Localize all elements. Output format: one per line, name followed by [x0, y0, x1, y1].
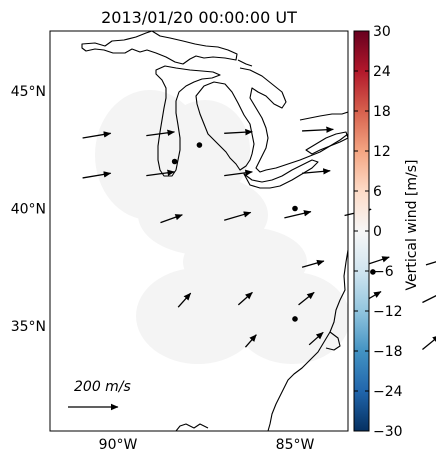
wind-vector: [308, 331, 324, 346]
colorbar-tick-label: 24: [373, 64, 391, 80]
colorbar-tick-label: 12: [373, 144, 391, 160]
wind-vector: [298, 291, 315, 306]
colorbar-tick-label: 0: [373, 224, 382, 240]
colorbar-tick-label: 18: [373, 104, 391, 120]
longitude-label: 85°W: [276, 437, 315, 453]
map-frame: [49, 30, 349, 432]
wind-vector: [365, 256, 390, 266]
colorbar: 30 24 18 12 6 0 −6 −12 −18 −24 −30: [353, 24, 403, 440]
wind-vector: [425, 261, 436, 266]
latitude-label: 35°N: [11, 319, 46, 335]
colorbar-tick-label: −18: [373, 344, 403, 360]
station-markers: [171, 142, 376, 322]
wind-vector: [422, 335, 436, 351]
wind-vector: [224, 128, 253, 136]
latitude-label: 40°N: [11, 202, 46, 218]
wind-vector: [146, 169, 175, 177]
wind-vector: [82, 171, 112, 179]
scale-label: 200 m/s: [74, 379, 131, 395]
station-marker: [292, 205, 298, 212]
wind-vector: [177, 292, 192, 308]
longitude-labels: 90°W85°W80°W: [99, 437, 315, 453]
wind-vector: [82, 131, 112, 139]
latitude-label: 45°N: [11, 84, 46, 100]
wind-vector: [422, 294, 436, 304]
wind-vector: [224, 211, 252, 221]
colorbar-tick-label: −6: [373, 264, 394, 280]
coverage-region: [95, 90, 348, 364]
station-marker: [171, 158, 178, 165]
station-marker: [370, 269, 376, 275]
wind-vector: [302, 126, 334, 133]
latitude-labels: 45°N 40°N 35°N: [11, 84, 46, 335]
wind-vector: [146, 129, 175, 137]
station-marker: [196, 142, 203, 148]
colorbar-tick-label: 6: [373, 184, 382, 200]
colorbar-tick-label: −30: [373, 424, 403, 440]
colorbar-tick-label: −24: [373, 384, 403, 400]
wind-vector: [160, 214, 183, 224]
colorbar-ticks: 30 24 18 12 6 0 −6 −12 −18 −24 −30: [354, 24, 403, 440]
wind-vector: [301, 259, 325, 268]
scale-legend: 200 m/s: [68, 379, 131, 411]
coastlines: [81, 31, 348, 431]
wind-vector: [244, 334, 257, 348]
colorbar-tick-label: −12: [373, 304, 403, 320]
colorbar-tick-label: 30: [373, 24, 391, 40]
wind-vector: [224, 169, 253, 177]
colorbar-label: Vertical wind [m/s]: [404, 159, 420, 291]
wind-vector: [237, 291, 253, 306]
wind-vector: [284, 210, 312, 219]
map-title: 2013/01/20 00:00:00 UT: [101, 8, 297, 27]
wind-vector: [302, 168, 331, 175]
longitude-label: 90°W: [99, 437, 138, 453]
station-marker: [292, 316, 298, 322]
